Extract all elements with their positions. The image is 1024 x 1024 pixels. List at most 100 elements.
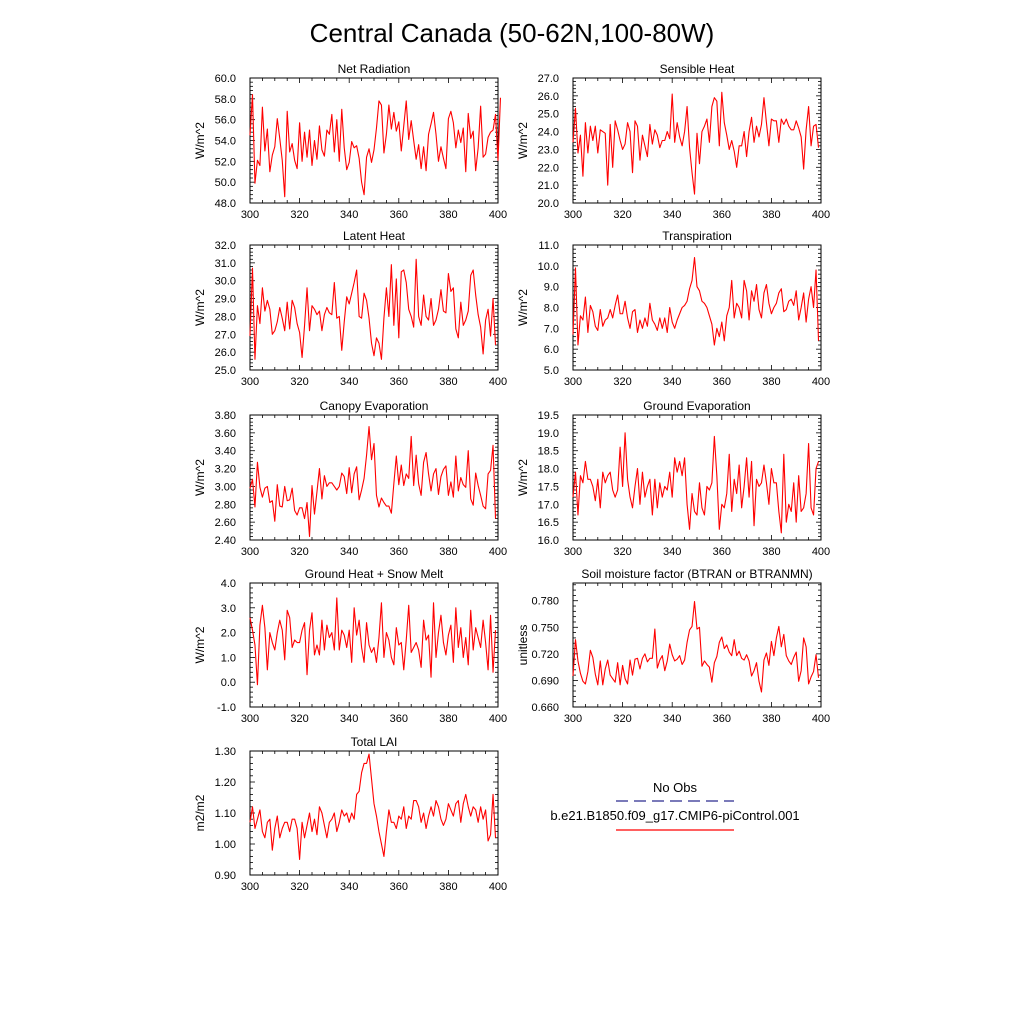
y-tick-label: 25.0 <box>538 109 559 121</box>
panel-title: Total LAI <box>351 735 398 749</box>
series-line <box>249 597 497 686</box>
series-line <box>572 91 820 195</box>
y-tick-label: 3.40 <box>215 446 236 458</box>
y-tick-label: 58.0 <box>215 94 236 106</box>
panel-title: Ground Heat + Snow Melt <box>305 567 444 581</box>
x-tick-label: 380 <box>439 881 457 893</box>
x-tick-label: 340 <box>663 209 681 221</box>
x-tick-label: 340 <box>663 376 681 388</box>
x-tick-label: 320 <box>613 209 631 221</box>
y-tick-label: 3.80 <box>215 410 236 422</box>
plot-frame <box>572 582 822 708</box>
y-tick-label: 19.0 <box>538 428 559 440</box>
legend-label-model: b.e21.B1850.f09_g17.CMIP6-piControl.001 <box>550 808 799 823</box>
x-tick-label: 360 <box>713 713 731 725</box>
x-tick-label: 340 <box>340 376 358 388</box>
x-tick-label: 360 <box>390 713 408 725</box>
y-axis-label: W/m^2 <box>193 626 207 663</box>
panel-1: Net Radiation 300 320 340 360 380 400 48.0 50.0 5… <box>193 62 507 221</box>
y-tick-label: 29.0 <box>215 294 236 306</box>
panel-title: Canopy Evaporation <box>320 399 429 413</box>
x-tick-label: 360 <box>713 209 731 221</box>
series-line <box>249 94 502 198</box>
series-line <box>572 601 820 693</box>
y-axis-label: W/m^2 <box>516 122 530 159</box>
x-tick-label: 300 <box>241 546 259 558</box>
panel-title: Sensible Heat <box>660 62 735 76</box>
y-tick-label: 1.0 <box>221 652 236 664</box>
y-tick-label: 3.60 <box>215 428 236 440</box>
y-tick-label: 2.40 <box>215 535 236 547</box>
panel-title: Ground Evaporation <box>643 399 750 413</box>
y-tick-label: 56.0 <box>215 115 236 127</box>
x-tick-label: 360 <box>390 209 408 221</box>
x-tick-label: 400 <box>812 713 830 725</box>
y-tick-label: 0.720 <box>531 649 559 661</box>
x-tick-label: 300 <box>564 209 582 221</box>
x-tick-label: 380 <box>762 209 780 221</box>
y-tick-label: 1.00 <box>215 839 236 851</box>
y-tick-label: 22.0 <box>538 162 559 174</box>
y-tick-label: 0.0 <box>221 677 236 689</box>
x-tick-label: 300 <box>241 209 259 221</box>
y-tick-label: 0.690 <box>531 675 559 687</box>
x-tick-label: 400 <box>489 881 507 893</box>
x-tick-label: 360 <box>713 546 731 558</box>
x-tick-label: 320 <box>290 546 308 558</box>
panel-6: Ground Evaporation 300 320 340 360 380 400 16.0… <box>516 399 830 558</box>
y-tick-label: 7.0 <box>544 323 559 335</box>
y-tick-label: 24.0 <box>538 127 559 139</box>
y-tick-label: 50.0 <box>215 177 236 189</box>
series-line <box>249 258 497 360</box>
plot-frame <box>249 750 499 876</box>
panel-title: Net Radiation <box>338 62 411 76</box>
y-tick-label: 16.5 <box>538 517 559 529</box>
x-tick-label: 400 <box>489 713 507 725</box>
y-tick-label: 32.0 <box>215 240 236 252</box>
x-tick-label: 360 <box>390 376 408 388</box>
x-tick-label: 380 <box>762 376 780 388</box>
y-tick-label: 1.20 <box>215 777 236 789</box>
x-tick-label: 340 <box>340 881 358 893</box>
panels: Net Radiation 300 320 340 360 380 400 48.0 50.0 5… <box>193 62 830 893</box>
y-axis-label: W/m^2 <box>516 459 530 496</box>
x-tick-label: 400 <box>812 376 830 388</box>
y-tick-label: 27.0 <box>538 73 559 85</box>
y-tick-label: 8.0 <box>544 303 559 315</box>
plot-frame <box>572 414 822 541</box>
x-tick-label: 320 <box>290 713 308 725</box>
x-tick-label: 400 <box>489 209 507 221</box>
y-tick-label: 17.5 <box>538 481 559 493</box>
y-axis-label: unitless <box>516 625 530 666</box>
panel-4: Transpiration 300 320 340 360 380 400 5.0 6.0 7.0… <box>516 229 830 388</box>
x-tick-label: 340 <box>663 546 681 558</box>
x-tick-label: 300 <box>564 546 582 558</box>
x-tick-label: 400 <box>812 209 830 221</box>
y-axis-label: W/m^2 <box>193 289 207 326</box>
legend-label-obs: No Obs <box>653 780 698 795</box>
series-line <box>249 426 497 537</box>
y-tick-label: 3.0 <box>221 603 236 615</box>
y-axis-label: W/m^2 <box>193 459 207 496</box>
x-tick-label: 380 <box>439 209 457 221</box>
x-tick-label: 340 <box>340 209 358 221</box>
panel-title: Transpiration <box>662 229 732 243</box>
x-tick-label: 300 <box>564 376 582 388</box>
y-tick-label: 60.0 <box>215 73 236 85</box>
x-tick-label: 360 <box>390 546 408 558</box>
y-tick-label: 27.0 <box>215 329 236 341</box>
figure-title: Central Canada (50-62N,100-80W) <box>310 18 715 48</box>
x-tick-label: 300 <box>564 713 582 725</box>
x-tick-label: 320 <box>290 881 308 893</box>
y-tick-label: 18.0 <box>538 464 559 476</box>
panel-title: Latent Heat <box>343 229 406 243</box>
y-tick-label: 10.0 <box>538 261 559 273</box>
y-tick-label: 0.780 <box>531 596 559 608</box>
y-tick-label: 5.0 <box>544 365 559 377</box>
series-line <box>572 256 820 346</box>
series-line <box>249 753 497 861</box>
y-tick-label: 0.90 <box>215 870 236 882</box>
y-tick-label: 21.0 <box>538 180 559 192</box>
x-tick-label: 380 <box>439 376 457 388</box>
